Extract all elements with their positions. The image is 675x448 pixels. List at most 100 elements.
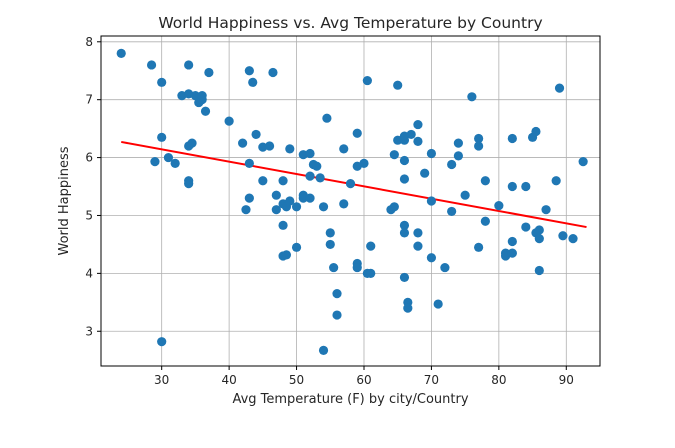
data-point — [413, 228, 423, 238]
y-tick-label: 4 — [85, 266, 93, 280]
data-point — [322, 113, 332, 123]
data-point — [291, 202, 302, 212]
x-tick-label: 40 — [221, 373, 236, 387]
data-point — [244, 158, 254, 168]
data-point — [399, 220, 410, 230]
data-point — [200, 106, 211, 116]
data-point — [480, 216, 490, 226]
y-tick-label: 6 — [85, 151, 93, 165]
data-point — [329, 262, 339, 273]
data-point — [494, 201, 504, 211]
data-point — [406, 129, 416, 140]
y-axis-label: World Happiness — [57, 146, 72, 255]
data-point — [447, 206, 457, 217]
data-point — [318, 202, 329, 212]
x-axis-ticks: 30 40 50 60 70 80 90 — [154, 366, 574, 387]
data-point — [362, 75, 372, 86]
data-point — [305, 193, 315, 203]
data-point — [157, 337, 167, 347]
data-point — [318, 345, 329, 355]
data-point — [541, 205, 551, 215]
data-point — [426, 253, 437, 263]
data-point — [399, 272, 410, 283]
data-point — [433, 299, 443, 309]
data-point — [116, 48, 126, 58]
data-point — [285, 144, 295, 154]
data-point — [453, 151, 463, 161]
data-point — [507, 133, 517, 144]
data-point — [467, 92, 477, 102]
data-point — [305, 171, 315, 181]
data-point — [399, 174, 410, 184]
grid-lines — [101, 36, 600, 366]
data-point — [507, 248, 517, 258]
y-axis-ticks: 3 4 5 6 7 8 — [85, 35, 101, 338]
data-point — [163, 152, 174, 163]
plot-frame — [100, 35, 601, 367]
data-point — [420, 168, 430, 178]
data-point — [440, 262, 450, 273]
data-point — [578, 157, 588, 167]
data-point — [170, 158, 180, 168]
data-point — [447, 159, 457, 170]
data-point — [244, 193, 254, 203]
data-point — [184, 179, 194, 189]
data-point — [150, 157, 160, 167]
data-point — [534, 265, 544, 276]
data-point — [146, 60, 157, 70]
data-point — [291, 242, 302, 252]
data-point — [298, 193, 308, 203]
data-point — [332, 310, 342, 320]
data-point — [521, 181, 531, 192]
data-point — [554, 83, 565, 93]
data-point — [278, 220, 288, 230]
data-point — [268, 67, 278, 78]
x-tick-label: 30 — [154, 373, 169, 387]
data-point — [366, 241, 376, 251]
data-point — [480, 176, 490, 186]
data-point — [534, 234, 544, 244]
data-point — [366, 268, 376, 278]
x-tick-label: 80 — [491, 373, 506, 387]
data-point — [248, 77, 258, 87]
data-point — [264, 141, 275, 151]
data-point — [393, 135, 403, 145]
data-point — [184, 60, 194, 70]
data-point — [403, 303, 413, 313]
data-point — [190, 91, 201, 101]
data-point — [521, 222, 531, 232]
data-point — [157, 132, 167, 142]
y-tick-label: 8 — [85, 35, 93, 49]
data-point — [271, 205, 281, 215]
data-point — [325, 239, 335, 250]
y-tick-label: 5 — [85, 208, 93, 222]
data-point — [204, 67, 214, 78]
data-point — [305, 148, 315, 159]
data-point — [474, 141, 484, 151]
data-point — [157, 77, 167, 87]
data-point — [399, 155, 410, 166]
data-point — [568, 234, 578, 244]
data-point — [197, 91, 207, 101]
data-point — [345, 179, 356, 189]
data-points — [116, 48, 588, 355]
x-axis-label: Avg Temperature (F) by city/Country — [232, 392, 468, 407]
data-point — [413, 136, 423, 146]
data-point — [393, 80, 403, 90]
data-point — [339, 144, 349, 154]
x-tick-label: 50 — [289, 373, 304, 387]
data-point — [460, 190, 470, 200]
x-tick-label: 70 — [424, 373, 439, 387]
x-tick-label: 60 — [356, 373, 371, 387]
data-point — [507, 181, 517, 192]
data-point — [558, 231, 568, 241]
data-point — [474, 133, 484, 144]
data-point — [285, 196, 295, 206]
data-point — [244, 66, 254, 76]
data-point — [534, 225, 544, 235]
data-point — [325, 228, 335, 238]
data-point — [271, 190, 281, 200]
y-tick-label: 3 — [85, 324, 93, 338]
